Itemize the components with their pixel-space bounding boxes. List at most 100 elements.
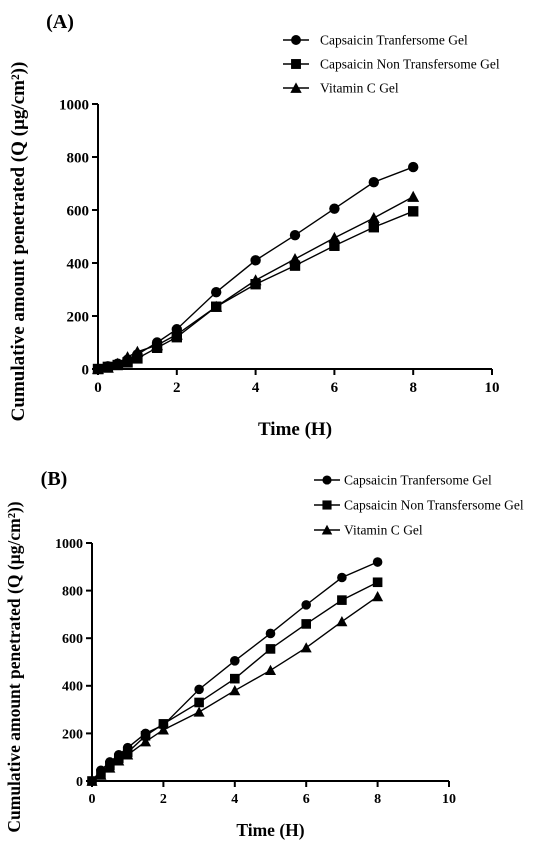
data-point-triangle [101, 361, 114, 373]
series-line-square [97, 210, 414, 370]
data-point-triangle [131, 345, 144, 357]
x-tick-label: 6 [303, 792, 310, 807]
legend-marker-circle [291, 35, 301, 45]
data-point-circle [211, 286, 222, 298]
y-tick-label: 400 [67, 256, 90, 272]
x-tick-label: 6 [331, 380, 339, 396]
panel-a: (A) 0 200 400 600 800 1000 0 2 4 6 8 10 Time (H) Cumul… [8, 11, 500, 440]
x-tick-label: 0 [89, 792, 96, 807]
x-tick-label: 2 [173, 380, 181, 396]
data-point-triangle [367, 211, 380, 224]
data-point-square [122, 357, 133, 368]
legend-marker-triangle [290, 82, 302, 93]
data-point-triangle [336, 616, 348, 627]
legend-marker-circle [322, 475, 332, 485]
y-tick-label: 0 [76, 775, 83, 790]
data-point-triangle [151, 339, 164, 351]
data-point-triangle [92, 363, 104, 375]
y-tick-label: 0 [82, 362, 90, 378]
x-tick-label: 4 [231, 792, 238, 807]
data-point-square [368, 222, 379, 233]
x-tick-label: 0 [94, 380, 102, 396]
y-tick-label: 600 [67, 203, 90, 219]
y-tick-label: 400 [62, 680, 83, 695]
panel-label: (A) [46, 11, 74, 33]
x-tick-label: 8 [374, 792, 381, 807]
data-point-circle [408, 161, 419, 173]
data-point-circle [301, 600, 312, 610]
data-point-triangle [104, 762, 116, 773]
x-tick-label: 4 [252, 380, 260, 396]
panel-b: (B) 0 200 400 600 800 1000 0 2 4 6 8 10 Time (H) Cumul… [4, 468, 524, 840]
data-point-triangle [121, 351, 134, 363]
y-tick-label: 600 [62, 632, 83, 647]
series-line-circle [97, 166, 414, 370]
y-tick-label: 1000 [59, 97, 89, 113]
x-tick-label: 10 [442, 792, 456, 807]
x-tick-label: 2 [160, 792, 167, 807]
data-point-square [301, 619, 311, 629]
data-point-triangle [113, 755, 125, 766]
x-axis-label: Time (H) [236, 820, 304, 840]
data-point-triangle [95, 769, 107, 780]
legend-label: Capsaicin Tranfersome Gel [320, 33, 468, 48]
y-tick-label: 200 [62, 727, 83, 742]
data-point-triangle [210, 300, 223, 312]
legend-label: Vitamin C Gel [320, 81, 399, 96]
data-point-square [337, 595, 347, 605]
y-tick-label: 800 [62, 585, 83, 600]
data-point-triangle [229, 685, 241, 696]
legend-label: Vitamin C Gel [344, 523, 423, 538]
data-point-circle [368, 176, 379, 188]
data-point-triangle [122, 749, 134, 760]
legend-label: Capsaicin Non Transfersome Gel [320, 57, 500, 72]
data-point-circle [265, 628, 276, 639]
data-point-square [372, 577, 383, 588]
legend-marker-triangle [321, 524, 333, 535]
data-point-triangle [407, 190, 420, 202]
panel-label: (B) [41, 468, 68, 490]
x-tick-label: 10 [485, 380, 500, 396]
y-axis-label: Cumulative amount penetrated (Q (µg/cm²)… [8, 62, 29, 422]
data-point-triangle [249, 274, 262, 286]
data-point-circle [194, 684, 204, 695]
data-point-square [230, 673, 240, 684]
legend-marker-square [291, 59, 301, 69]
data-point-circle [337, 572, 347, 583]
y-tick-label: 1000 [55, 537, 83, 552]
y-tick-label: 200 [67, 309, 90, 325]
data-point-triangle [328, 231, 341, 243]
data-point-square [289, 260, 301, 271]
data-point-circle [230, 656, 240, 666]
data-point-square [408, 206, 419, 217]
x-tick-label: 8 [409, 380, 417, 396]
data-point-triangle [157, 724, 169, 735]
data-point-triangle [86, 775, 98, 786]
data-point-circle [329, 203, 340, 214]
data-point-square [140, 730, 151, 741]
y-axis-label: Cumulative amount penetrated (Q (µg/cm²)… [4, 501, 24, 832]
legend-label: Capsaicin Non Transfersome Gel [344, 498, 524, 513]
data-point-triangle [111, 357, 124, 369]
x-axis-label: Time (H) [258, 419, 332, 440]
data-point-triangle [170, 328, 183, 340]
data-point-triangle [264, 664, 277, 676]
data-point-circle [372, 557, 383, 567]
data-point-triangle [289, 253, 301, 265]
legend-marker-square [322, 500, 332, 510]
data-point-square [265, 644, 276, 654]
data-point-circle [250, 255, 261, 266]
data-point-square [132, 353, 143, 364]
y-tick-label: 800 [67, 150, 90, 166]
data-point-triangle [140, 736, 152, 747]
series-line-circle [91, 561, 378, 782]
data-point-square [158, 719, 169, 729]
data-point-triangle [372, 591, 384, 602]
legend-label: Capsaicin Tranfersome Gel [344, 473, 492, 488]
data-point-triangle [300, 642, 312, 653]
data-point-square [194, 697, 204, 708]
data-point-square [329, 240, 340, 251]
data-point-circle [289, 229, 301, 241]
data-point-triangle [193, 706, 205, 717]
